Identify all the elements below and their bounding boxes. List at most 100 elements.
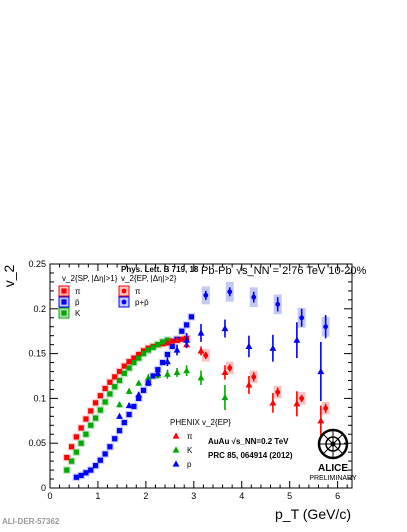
legend-box-outline bbox=[118, 285, 130, 297]
phenix-point bbox=[293, 336, 301, 343]
sp-point bbox=[126, 411, 132, 418]
phenix-point bbox=[197, 374, 205, 381]
sp-point bbox=[188, 314, 195, 320]
sp-point bbox=[73, 474, 79, 480]
ep-point bbox=[299, 315, 305, 321]
sp-point bbox=[179, 336, 185, 342]
sp-point bbox=[68, 458, 75, 464]
legend-box-outline bbox=[118, 296, 130, 308]
sp-point bbox=[160, 359, 166, 366]
legend-marker bbox=[172, 446, 180, 453]
legend-box-outline bbox=[58, 296, 70, 308]
sp-point bbox=[184, 322, 190, 328]
phenix-point bbox=[173, 336, 181, 343]
reference-text: Phys. Lett. B 719, 18 bbox=[121, 265, 199, 274]
sp-point bbox=[160, 339, 166, 345]
sp-point bbox=[116, 377, 123, 384]
phenix-point bbox=[164, 358, 171, 365]
sp-point bbox=[102, 399, 108, 405]
ep-point bbox=[275, 389, 281, 395]
sp-point bbox=[140, 387, 147, 393]
sp-point bbox=[112, 374, 118, 380]
sp-point bbox=[131, 403, 137, 410]
ep-point bbox=[251, 374, 257, 380]
ep-point bbox=[203, 352, 209, 358]
energy-centrality: √s_NN = 2.76 TeV 10-20% bbox=[236, 265, 366, 277]
phenix-point bbox=[164, 370, 171, 377]
legend-box-outline bbox=[58, 307, 70, 319]
sp-point bbox=[121, 419, 127, 426]
legend-marker bbox=[121, 299, 127, 305]
ep-point bbox=[275, 301, 281, 307]
phenix-point bbox=[144, 378, 152, 385]
data-points bbox=[64, 287, 329, 480]
phenix-point bbox=[125, 387, 133, 394]
legend: πp̄Kπp+p̄πKp bbox=[58, 285, 193, 469]
legend-label: p̄ bbox=[75, 298, 80, 307]
legend-label: π bbox=[187, 432, 193, 441]
sp-point bbox=[83, 431, 89, 437]
legend-marker bbox=[61, 299, 67, 305]
sp-point bbox=[78, 425, 84, 431]
sp-point bbox=[92, 463, 99, 469]
sp-point bbox=[97, 407, 103, 413]
sp-point bbox=[83, 470, 89, 476]
phenix-point bbox=[221, 393, 229, 401]
legend-marker bbox=[121, 288, 127, 294]
alice-logo-text: ALICE bbox=[318, 463, 348, 474]
ep-point bbox=[251, 294, 257, 300]
phenix-point bbox=[269, 344, 277, 351]
sp-point bbox=[150, 344, 156, 350]
x-tick-label: 2 bbox=[143, 491, 148, 501]
legend-box-outline bbox=[58, 285, 70, 297]
plot-frame bbox=[49, 263, 353, 489]
x-tick-label: 3 bbox=[191, 491, 196, 501]
phenix-point bbox=[173, 346, 181, 353]
ep-point bbox=[227, 365, 233, 371]
y-tick-label: 0 bbox=[41, 483, 46, 493]
phenix-point bbox=[317, 367, 325, 375]
sp-point bbox=[140, 351, 147, 357]
phenix-point bbox=[173, 368, 181, 376]
phenix-point bbox=[116, 412, 123, 419]
sp-point bbox=[116, 368, 123, 375]
sp-point bbox=[83, 416, 89, 422]
phenix-point bbox=[135, 391, 143, 398]
phenix-legend-title: PHENIX v_2{EP} bbox=[170, 418, 231, 427]
sp-point bbox=[78, 472, 84, 479]
sp-point bbox=[136, 351, 142, 358]
phenix-point bbox=[221, 368, 229, 376]
sp-point bbox=[126, 365, 132, 371]
sp-point bbox=[150, 373, 156, 379]
x-tick-label: 1 bbox=[95, 491, 100, 501]
legend-sp-title: v_2{SP, |Δη|>1} bbox=[62, 274, 118, 283]
sp-point bbox=[131, 355, 137, 361]
sp-point bbox=[102, 451, 108, 457]
phenix-point bbox=[135, 379, 143, 386]
sp-point bbox=[64, 467, 70, 473]
sp-point bbox=[102, 385, 108, 392]
y-tick-label: 0.1 bbox=[33, 393, 46, 403]
phenix-point bbox=[183, 367, 191, 374]
sp-point bbox=[107, 444, 113, 450]
legend-label: π bbox=[75, 287, 81, 296]
sp-point bbox=[155, 342, 161, 348]
x-tick-label: 0 bbox=[47, 491, 52, 501]
sp-point bbox=[131, 359, 137, 366]
phenix-point bbox=[197, 347, 205, 354]
x-tick-label: 6 bbox=[335, 491, 340, 501]
sp-point bbox=[97, 457, 103, 463]
sp-point bbox=[145, 347, 151, 353]
sp-point bbox=[88, 467, 94, 473]
ep-point bbox=[323, 405, 329, 411]
phenix-point bbox=[144, 374, 152, 381]
sp-point bbox=[116, 428, 123, 434]
y-tick-label: 0.2 bbox=[33, 304, 46, 314]
phenix-point bbox=[293, 400, 301, 407]
sp-point bbox=[121, 363, 127, 369]
sp-point bbox=[126, 359, 132, 365]
phenix-point bbox=[245, 342, 253, 350]
ep-point bbox=[227, 289, 233, 295]
